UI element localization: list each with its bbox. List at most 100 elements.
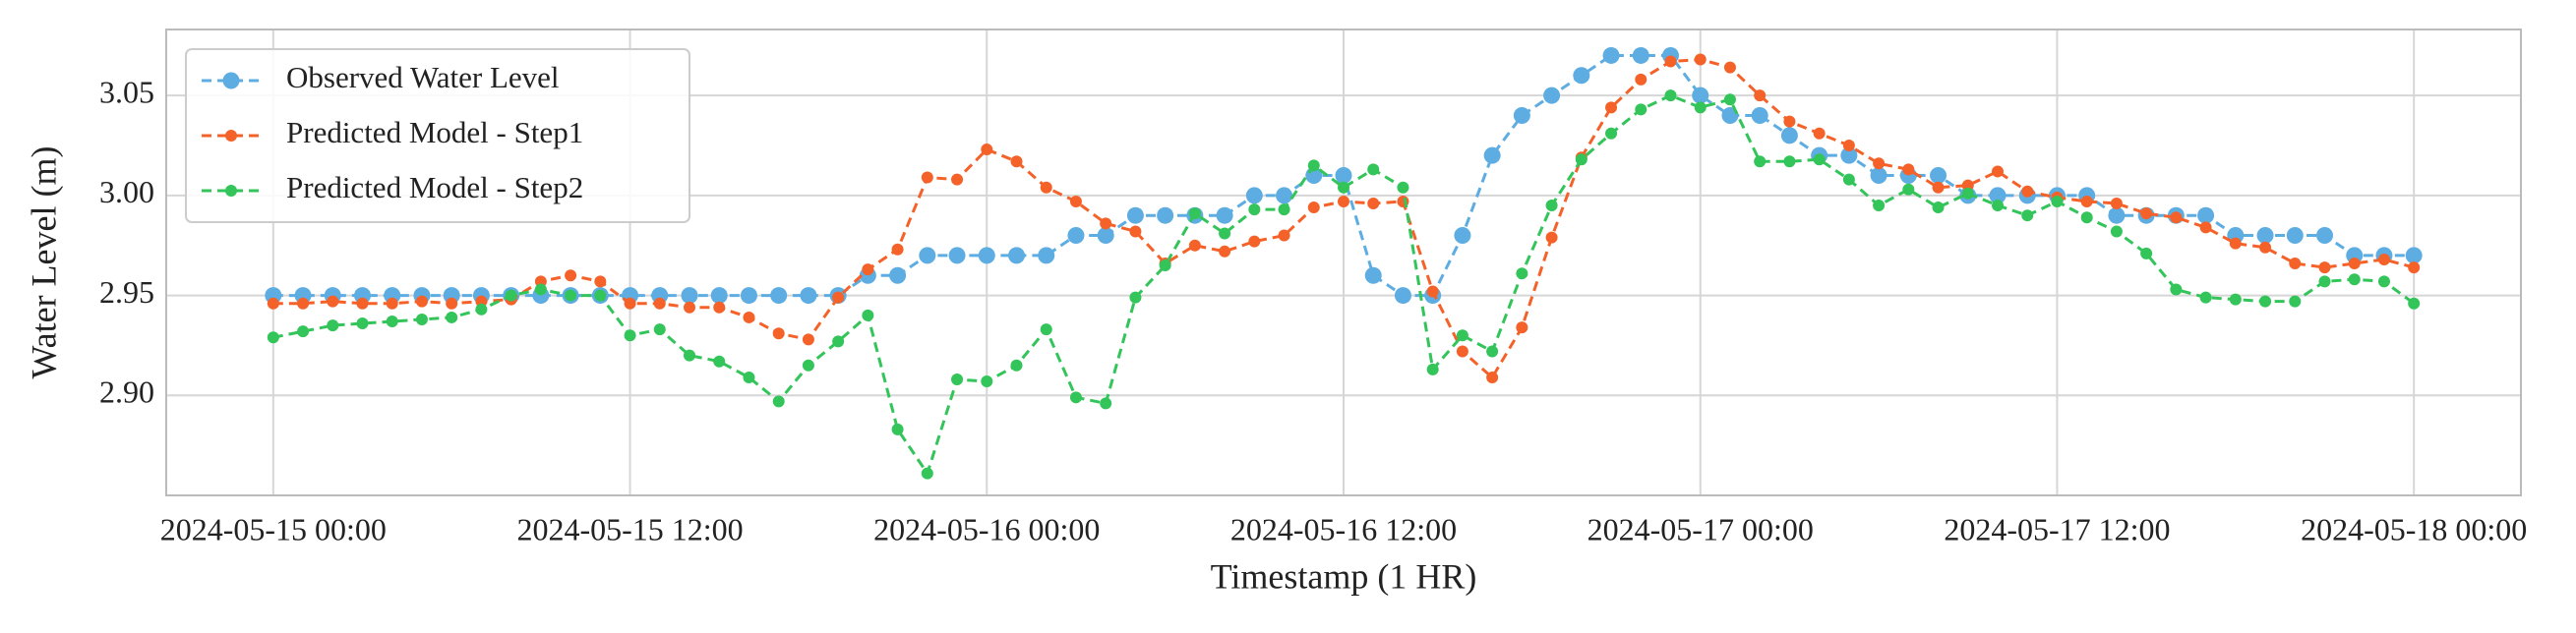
data-point: [1813, 127, 1826, 140]
data-point: [951, 374, 964, 386]
data-point: [1873, 157, 1886, 170]
data-point: [1100, 397, 1112, 410]
data-point: [1367, 197, 1380, 209]
data-point: [1338, 181, 1349, 194]
data-point: [1694, 53, 1707, 66]
data-point: [2318, 275, 2331, 288]
data-point: [743, 371, 755, 383]
data-point: [297, 297, 310, 310]
data-point: [921, 467, 933, 480]
x-tick-label: 2024-05-18 00:00: [2301, 511, 2527, 547]
data-point: [1545, 231, 1558, 244]
data-point: [684, 349, 695, 362]
data-point: [356, 317, 369, 330]
data-point: [653, 297, 666, 310]
data-point: [2408, 261, 2421, 274]
data-point: [1573, 67, 1590, 85]
data-point: [2110, 225, 2123, 238]
x-axis-title: Timestamp (1 HR): [1211, 556, 1477, 596]
legend-marker: [225, 185, 237, 197]
data-point: [2229, 237, 2242, 250]
data-point: [1276, 187, 1293, 204]
data-point: [1513, 106, 1530, 124]
data-point: [2256, 227, 2274, 245]
data-point: [1635, 73, 1647, 86]
data-point: [1694, 101, 1707, 114]
data-point: [862, 263, 874, 276]
data-point: [415, 313, 428, 325]
data-point: [1069, 195, 1082, 207]
data-point: [1751, 106, 1768, 124]
data-point: [1486, 345, 1499, 358]
data-point: [1216, 206, 1233, 224]
data-point: [1632, 46, 1649, 64]
data-point: [889, 266, 907, 284]
data-point: [891, 243, 904, 256]
data-point: [1930, 167, 1947, 185]
data-point: [740, 287, 757, 305]
data-point: [1335, 167, 1352, 185]
data-point: [862, 309, 874, 321]
data-point: [1245, 187, 1263, 204]
data-point: [534, 283, 547, 296]
x-tick-label: 2024-05-15 12:00: [516, 511, 743, 547]
data-point: [1008, 247, 1025, 264]
data-point: [1783, 155, 1796, 168]
data-point: [1426, 285, 1439, 298]
data-point: [386, 316, 398, 328]
data-point: [2021, 185, 2034, 198]
data-point: [2286, 227, 2304, 245]
data-point: [1456, 345, 1468, 358]
data-point: [505, 289, 517, 302]
data-point: [832, 335, 845, 348]
data-point: [978, 247, 995, 264]
data-point: [1278, 229, 1290, 242]
data-point: [1248, 203, 1261, 216]
y-tick-label: 3.00: [99, 174, 154, 209]
data-point: [772, 395, 785, 408]
data-point: [1456, 329, 1468, 342]
data-point: [2348, 258, 2361, 270]
data-point: [1723, 93, 1736, 106]
data-point: [624, 329, 636, 342]
data-point: [2289, 258, 2302, 270]
legend: Observed Water Level Predicted Model - St…: [185, 48, 690, 223]
data-point: [2259, 241, 2272, 254]
data-point: [921, 171, 933, 184]
data-point: [1902, 183, 1915, 196]
data-point: [356, 297, 369, 310]
data-point: [1483, 146, 1501, 164]
data-point: [2377, 253, 2390, 265]
data-point: [713, 301, 726, 314]
data-point: [1605, 101, 1618, 114]
data-point: [1605, 127, 1618, 140]
data-point: [1364, 266, 1382, 284]
data-point: [1069, 391, 1082, 404]
data-point: [1307, 201, 1320, 214]
data-point: [1932, 181, 1945, 194]
x-tick-label: 2024-05-17 12:00: [1944, 511, 2170, 547]
data-point: [565, 289, 577, 302]
data-point: [1129, 291, 1142, 304]
data-point: [446, 311, 458, 323]
data-point: [800, 287, 817, 305]
data-point: [1723, 61, 1736, 74]
x-tick-label: 2024-05-17 00:00: [1588, 511, 1814, 547]
data-point: [743, 311, 755, 323]
legend-label: Observed Water Level: [286, 60, 560, 94]
y-tick-label: 3.05: [99, 74, 154, 109]
data-point: [1873, 200, 1886, 212]
data-point: [2080, 195, 2093, 207]
data-point: [1575, 153, 1588, 166]
data-point: [1932, 201, 1945, 214]
data-point: [2289, 295, 2302, 308]
data-point: [2316, 227, 2333, 245]
data-point: [1394, 287, 1411, 305]
data-point: [1219, 227, 1231, 240]
data-point: [386, 297, 398, 310]
data-point: [2197, 206, 2215, 224]
data-point: [2140, 247, 2153, 259]
data-point: [2348, 273, 2361, 286]
data-point: [1129, 225, 1142, 238]
